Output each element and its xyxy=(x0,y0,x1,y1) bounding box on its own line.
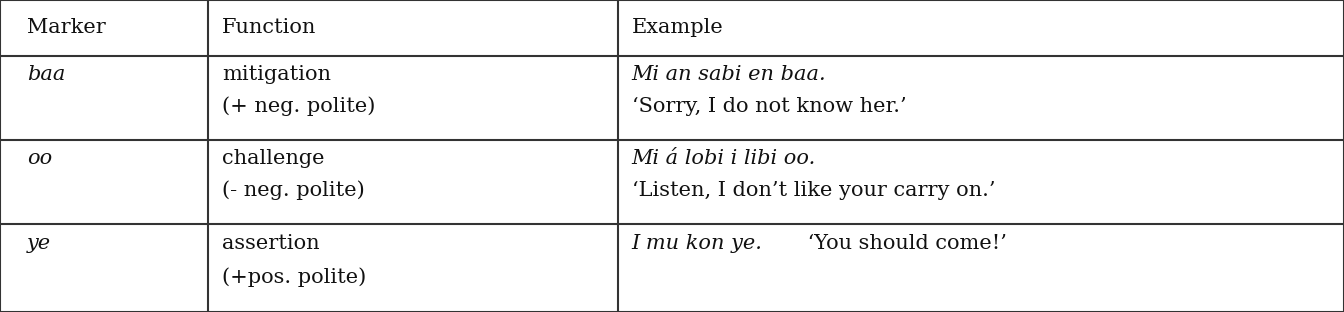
Text: ‘You should come!’: ‘You should come!’ xyxy=(801,234,1007,253)
Text: ye: ye xyxy=(27,234,51,253)
Text: mitigation: mitigation xyxy=(222,65,331,84)
Text: assertion: assertion xyxy=(222,234,320,253)
Text: (- neg. polite): (- neg. polite) xyxy=(222,180,364,200)
Text: (+ neg. polite): (+ neg. polite) xyxy=(222,96,375,116)
Text: oo: oo xyxy=(27,149,52,168)
Text: challenge: challenge xyxy=(222,149,324,168)
Text: Marker: Marker xyxy=(27,18,106,37)
Text: Function: Function xyxy=(222,18,316,37)
Text: Example: Example xyxy=(632,18,723,37)
Text: Mi á lobi i libi oo.: Mi á lobi i libi oo. xyxy=(632,149,816,168)
Text: (+pos. polite): (+pos. polite) xyxy=(222,267,366,287)
Text: ‘Sorry, I do not know her.’: ‘Sorry, I do not know her.’ xyxy=(632,96,906,116)
Text: Mi an sabi en baa.: Mi an sabi en baa. xyxy=(632,65,827,84)
Text: I mu kon ye.: I mu kon ye. xyxy=(632,234,762,253)
Text: baa: baa xyxy=(27,65,66,84)
Text: ‘Listen, I don’t like your carry on.’: ‘Listen, I don’t like your carry on.’ xyxy=(632,181,995,200)
